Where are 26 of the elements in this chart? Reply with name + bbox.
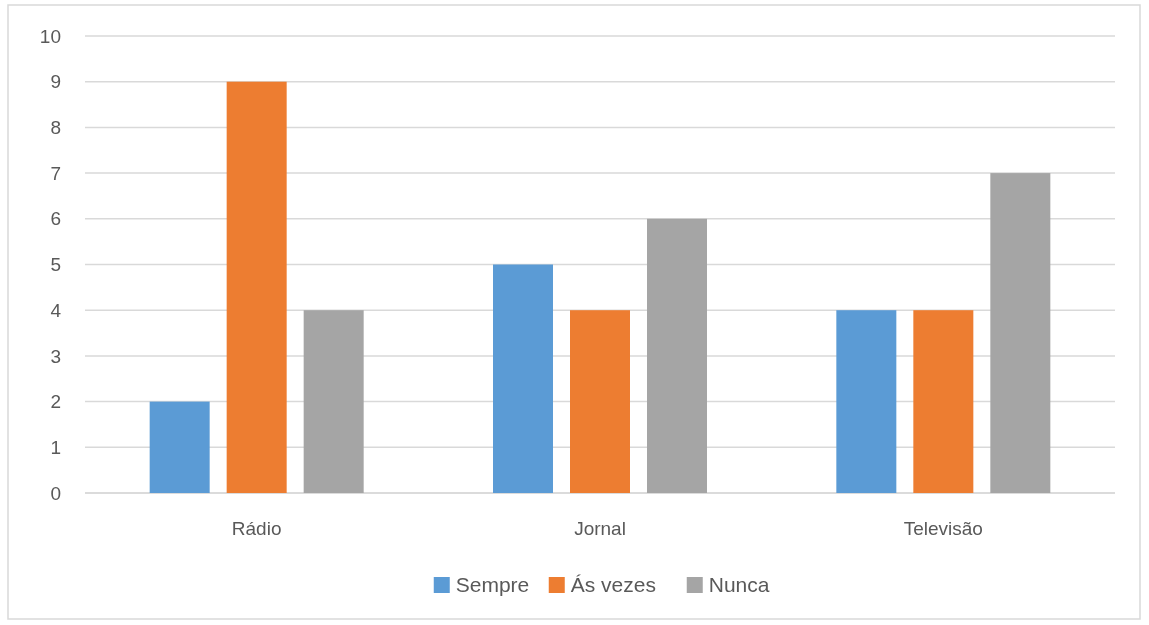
y-tick-label: 9 (50, 71, 61, 93)
y-tick-label: 4 (50, 299, 62, 321)
y-tick-label: 3 (50, 345, 61, 367)
y-tick-label: 7 (50, 162, 61, 184)
y-tick-label: 0 (50, 482, 61, 504)
bar (303, 310, 364, 493)
y-tick-label: 2 (50, 391, 61, 413)
y-tick-label: 6 (50, 208, 61, 230)
bar (647, 218, 707, 493)
bar (149, 401, 210, 493)
bar (913, 310, 974, 493)
legend-label: Ás vezes (570, 573, 656, 597)
y-tick-label: 8 (50, 117, 61, 139)
bar (226, 81, 287, 493)
bar (990, 173, 1051, 493)
y-tick-label: 10 (39, 25, 61, 47)
y-tick-label: 1 (50, 436, 61, 458)
x-tick-label: Jornal (574, 518, 626, 539)
x-tick-label: Televisão (903, 518, 983, 539)
x-tick-label: Rádio (231, 518, 282, 539)
bar (493, 264, 553, 493)
legend-label: Sempre (455, 573, 530, 597)
legend-label: Nunca (708, 573, 770, 597)
y-tick-label: 5 (50, 254, 61, 276)
bar (570, 310, 630, 493)
bar (836, 310, 897, 493)
